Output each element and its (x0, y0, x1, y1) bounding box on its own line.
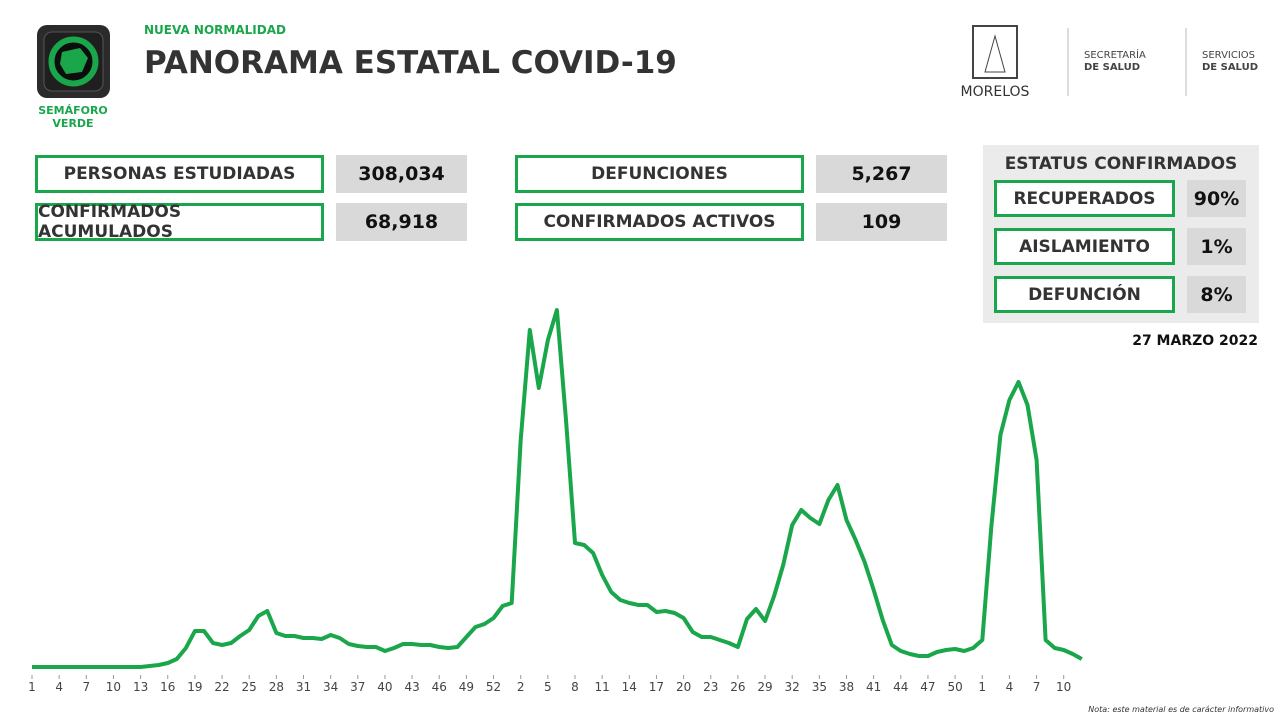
x-tick-label: 10 (1056, 680, 1071, 694)
x-tick-label: 5 (544, 680, 552, 694)
status-title: ESTATUS CONFIRMADOS (1005, 154, 1238, 174)
status-label: AISLAMIENTO (994, 228, 1175, 265)
stat-value: 68,918 (336, 203, 467, 241)
x-tick-label: 37 (350, 680, 365, 694)
x-tick-label: 34 (323, 680, 338, 694)
title: PANORAMA ESTATAL COVID-19 (144, 45, 677, 81)
note: Nota: este material es de carácter infor… (1088, 705, 1274, 714)
x-tick-label: 23 (703, 680, 718, 694)
emblem-detail (984, 34, 1006, 73)
line-series (32, 308, 1083, 669)
x-tick-label: 1 (28, 680, 36, 694)
x-tick-label: 7 (82, 680, 90, 694)
logo-text: DE SALUD (1084, 62, 1140, 73)
x-tick-label: 44 (893, 680, 908, 694)
x-tick-label: 38 (839, 680, 854, 694)
x-tick-label: 32 (785, 680, 800, 694)
x-tick-label: 2 (517, 680, 525, 694)
semaforo-text: VERDE (52, 117, 93, 130)
x-tick-label: 29 (757, 680, 772, 694)
status-value: 90% (1187, 180, 1246, 217)
x-tick-label: 41 (866, 680, 881, 694)
x-tick-label: 43 (404, 680, 419, 694)
x-tick-label: 31 (296, 680, 311, 694)
x-tick-label: 1 (978, 680, 986, 694)
x-tick-label: 14 (622, 680, 637, 694)
stat-label: PERSONAS ESTUDIADAS (35, 155, 324, 193)
state-shape (60, 48, 88, 74)
stat-value: 308,034 (336, 155, 467, 193)
x-tick-label: 7 (1033, 680, 1041, 694)
x-tick-label: 46 (432, 680, 447, 694)
x-tick-label: 49 (459, 680, 474, 694)
x-tick-label: 16 (160, 680, 175, 694)
status-label: DEFUNCIÓN (994, 276, 1175, 313)
logo-text: SECRETARÍA (1084, 48, 1146, 61)
semaforo-text: SEMÁFORO (38, 104, 108, 117)
logo-text: SERVICIOS (1202, 50, 1255, 61)
date: 27 MARZO 2022 (1132, 333, 1258, 349)
state-name: MORELOS (961, 84, 1030, 100)
x-tick-label: 52 (486, 680, 501, 694)
stat-label: DEFUNCIONES (515, 155, 804, 193)
x-tick-label: 4 (1006, 680, 1014, 694)
x-tick-label: 40 (377, 680, 392, 694)
stat-value: 5,267 (816, 155, 947, 193)
x-tick-label: 8 (571, 680, 579, 694)
x-tick-label: 47 (920, 680, 935, 694)
x-tick-label: 17 (649, 680, 664, 694)
x-tick-label: 13 (133, 680, 148, 694)
x-tick-label: 10 (106, 680, 121, 694)
badge-title: NUEVA NORMALIDAD (144, 23, 286, 37)
status-value: 8% (1187, 276, 1246, 313)
x-tick-label: 20 (676, 680, 691, 694)
x-tick-label: 11 (595, 680, 610, 694)
stat-value: 109 (816, 203, 947, 241)
status-label: RECUPERADOS (994, 180, 1175, 217)
x-tick-label: 35 (812, 680, 827, 694)
logo-text: DE SALUD (1202, 62, 1258, 73)
stat-label: CONFIRMADOS ACTIVOS (515, 203, 804, 241)
x-tick-label: 19 (187, 680, 202, 694)
x-tick-label: 4 (55, 680, 63, 694)
x-tick-label: 26 (730, 680, 745, 694)
x-tick-label: 22 (214, 680, 229, 694)
status-value: 1% (1187, 228, 1246, 265)
x-tick-label: 50 (947, 680, 962, 694)
stat-label: CONFIRMADOS ACUMULADOS (35, 202, 324, 242)
morelos-emblem (972, 25, 1018, 79)
x-tick-label: 28 (269, 680, 284, 694)
x-tick-label: 25 (242, 680, 257, 694)
